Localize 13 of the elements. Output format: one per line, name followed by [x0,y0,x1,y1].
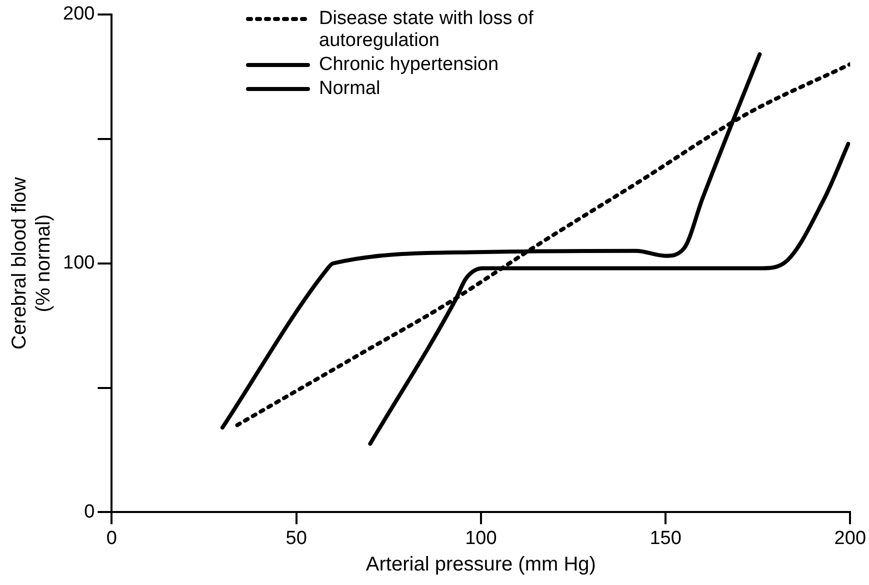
x-tick-label: 50 [286,528,307,549]
x-axis-title: Arterial pressure (mm Hg) [366,554,596,576]
legend-label: Disease state with loss of autoregulation [319,8,534,52]
y-tick-label: 0 [84,501,95,522]
x-tick-label: 100 [465,528,497,549]
y-tick-label: 200 [63,4,95,25]
legend-label: Chronic hypertension [319,54,499,76]
y-axis-title: Cerebral blood flow (% normal) [8,176,55,350]
x-tick-label: 150 [650,528,682,549]
legend-label: Normal [319,78,380,100]
x-tick-label: 200 [834,528,866,549]
y-tick-label: 100 [63,252,95,274]
x-tick-label: 0 [106,528,117,549]
